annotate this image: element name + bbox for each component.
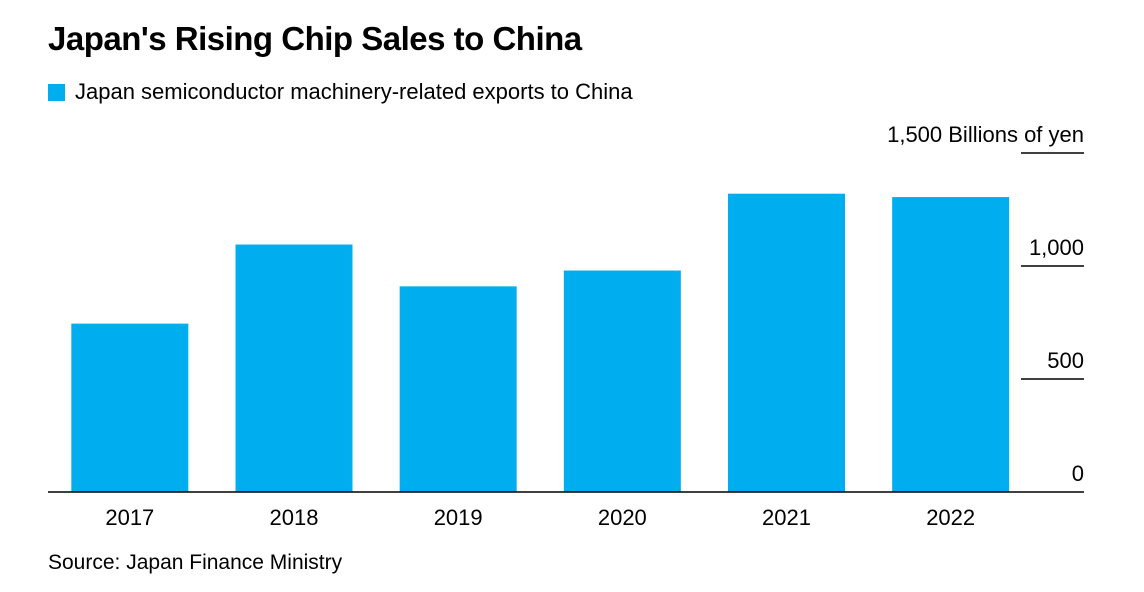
bar-2018 xyxy=(235,244,353,492)
bar-2017 xyxy=(71,323,189,492)
bar-2019 xyxy=(399,286,517,492)
x-tick-label: 2020 xyxy=(598,505,647,530)
bar-2020 xyxy=(563,270,681,492)
legend-swatch xyxy=(48,83,65,101)
legend-label: Japan semiconductor machinery-related ex… xyxy=(75,79,633,104)
chart-title: Japan's Rising Chip Sales to China xyxy=(48,20,582,57)
x-tick-label: 2022 xyxy=(926,505,975,530)
legend: Japan semiconductor machinery-related ex… xyxy=(48,79,633,105)
x-tick-label: 2018 xyxy=(270,505,319,530)
x-tick-label: 2019 xyxy=(434,505,483,530)
y-tick-label: 1,000 xyxy=(1029,235,1084,260)
y-tick-label: 0 xyxy=(1072,461,1084,486)
x-tick-label: 2017 xyxy=(105,505,154,530)
source-note: Source: Japan Finance Ministry xyxy=(48,551,343,574)
y-tick-label: 1,500 Billions of yen xyxy=(887,122,1084,147)
bar-2022 xyxy=(892,197,1010,492)
bar-2021 xyxy=(728,193,845,492)
x-tick-label: 2021 xyxy=(762,505,811,530)
y-tick-label: 500 xyxy=(1047,348,1084,373)
